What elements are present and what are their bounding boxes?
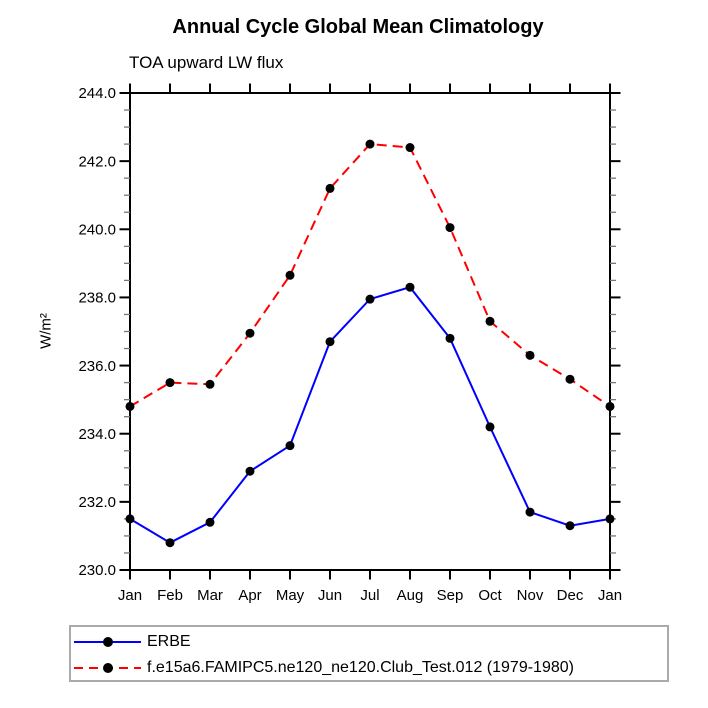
x-tick-label: Feb <box>157 587 183 604</box>
y-tick-label: 238.0 <box>78 290 116 307</box>
x-tick-label: Jan <box>118 587 142 604</box>
data-point-marker <box>365 294 375 304</box>
axis-frame <box>129 92 611 571</box>
x-tick-label: Mar <box>197 587 223 604</box>
x-tick-label: Nov <box>517 587 544 604</box>
x-tick-label: Jun <box>318 587 342 604</box>
data-point-marker <box>445 223 455 233</box>
legend: ERBE f.e15a6.FAMIPC5.ne120_ne120.Club_Te… <box>69 625 669 682</box>
series-line-1 <box>129 143 611 408</box>
data-point-marker <box>485 422 495 432</box>
data-point-marker <box>165 538 175 548</box>
x-tick-label: May <box>276 587 305 604</box>
data-point-marker <box>325 337 335 347</box>
y-axis-label: W/m² <box>37 313 55 349</box>
legend-line-sample-erbe <box>74 636 141 648</box>
series-line-0 <box>129 286 611 544</box>
legend-marker-dot-icon <box>102 663 113 673</box>
legend-item-model: f.e15a6.FAMIPC5.ne120_ne120.Club_Test.01… <box>74 655 667 681</box>
x-tick-label: Apr <box>238 587 261 604</box>
data-point-marker <box>445 333 455 343</box>
data-point-marker <box>365 139 375 149</box>
data-point-marker <box>605 401 615 411</box>
data-point-marker <box>565 521 575 531</box>
legend-item-erbe: ERBE <box>74 629 667 655</box>
data-point-marker <box>525 507 535 517</box>
y-tick-label: 240.0 <box>78 221 116 238</box>
x-tick-label: Jul <box>360 587 379 604</box>
x-tick-label: Sep <box>437 587 464 604</box>
y-tick-label: 242.0 <box>78 153 116 170</box>
y-tick-label: 234.0 <box>78 426 116 443</box>
legend-label-model: f.e15a6.FAMIPC5.ne120_ne120.Club_Test.01… <box>147 659 574 676</box>
data-point-marker <box>565 374 575 384</box>
chart-title: Annual Cycle Global Mean Climatology <box>172 16 544 38</box>
x-tick-label: Aug <box>397 587 424 604</box>
x-tick-label: Oct <box>478 587 502 604</box>
data-point-marker <box>285 441 295 451</box>
data-point-marker <box>325 183 335 193</box>
legend-label-erbe: ERBE <box>147 633 191 650</box>
y-tick-label: 230.0 <box>78 562 116 579</box>
data-point-marker <box>405 282 415 292</box>
data-point-marker <box>125 514 135 524</box>
y-tick-label: 232.0 <box>78 494 116 511</box>
data-point-marker <box>245 466 255 476</box>
data-point-marker <box>285 270 295 280</box>
x-tick-label: Jan <box>598 587 622 604</box>
chart-subtitle: TOA upward LW flux <box>129 53 284 72</box>
data-point-marker <box>245 328 255 338</box>
x-tick-label: Dec <box>557 587 584 604</box>
legend-marker-dot-icon <box>102 637 113 647</box>
legend-line-sample-model <box>74 662 141 674</box>
data-point-marker <box>205 379 215 389</box>
y-tick-label: 236.0 <box>78 358 116 375</box>
data-point-marker <box>605 514 615 524</box>
data-point-marker <box>205 517 215 527</box>
y-tick-label: 244.0 <box>78 85 116 102</box>
data-point-marker <box>125 401 135 411</box>
data-point-marker <box>165 378 175 388</box>
data-point-marker <box>405 143 415 153</box>
data-point-marker <box>525 350 535 360</box>
data-point-marker <box>485 316 495 326</box>
